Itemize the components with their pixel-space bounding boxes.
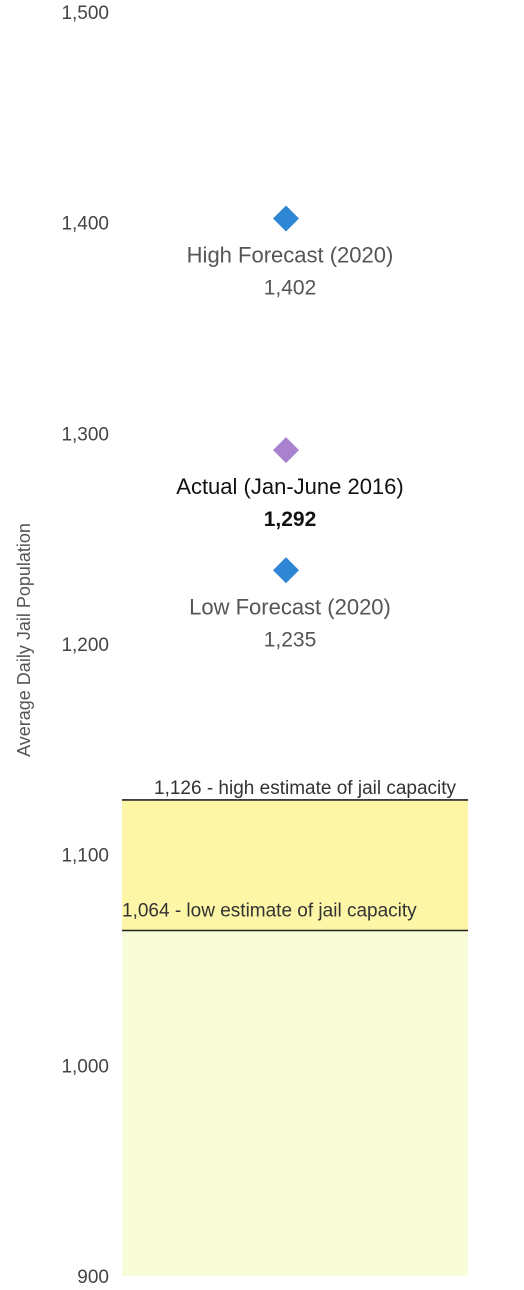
low-forecast-value: 1,235 [264, 628, 317, 651]
low-forecast-marker [273, 557, 299, 584]
y-axis: 1,500 1,400 1,300 1,200 1,100 1,000 900 [61, 3, 109, 1288]
actual-point: Actual (Jan-June 2016) 1,292 [176, 437, 404, 531]
low-capacity-label: 1,064 - low estimate of jail capacity [122, 901, 417, 922]
y-tick-label: 1,500 [61, 3, 109, 24]
high-forecast-label: High Forecast (2020) [187, 242, 394, 267]
y-tick-label: 1,100 [61, 846, 109, 867]
actual-label: Actual (Jan-June 2016) [176, 474, 403, 499]
y-tick-label: 1,400 [61, 214, 109, 235]
high-capacity-label: 1,126 - high estimate of jail capacity [154, 778, 457, 799]
low-forecast-point: Low Forecast (2020) 1,235 [189, 557, 391, 651]
y-tick-label: 1,300 [61, 424, 109, 445]
y-axis-title: Average Daily Jail Population [14, 523, 34, 757]
y-tick-label: 1,000 [61, 1056, 109, 1077]
actual-value: 1,292 [264, 508, 317, 531]
y-tick-label: 900 [77, 1267, 109, 1288]
low-forecast-label: Low Forecast (2020) [189, 594, 391, 619]
y-tick-label: 1,200 [61, 635, 109, 656]
high-forecast-value: 1,402 [264, 276, 317, 299]
band-between-estimates [122, 799, 468, 931]
high-forecast-marker [273, 205, 299, 232]
band-below-low-estimate [122, 930, 468, 1276]
high-forecast-point: High Forecast (2020) 1,402 [187, 205, 394, 299]
actual-marker [273, 437, 299, 464]
